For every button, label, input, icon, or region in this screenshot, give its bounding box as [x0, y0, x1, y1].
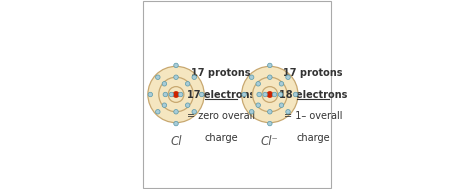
Circle shape — [192, 109, 197, 114]
Circle shape — [163, 92, 168, 97]
Text: charge: charge — [296, 133, 330, 143]
Circle shape — [200, 92, 204, 97]
Circle shape — [253, 77, 287, 112]
Circle shape — [279, 103, 284, 107]
Text: 18 electrons: 18 electrons — [279, 90, 347, 100]
Circle shape — [267, 91, 273, 98]
Circle shape — [162, 82, 167, 86]
Text: = 1– overall: = 1– overall — [284, 111, 342, 121]
Circle shape — [159, 77, 193, 112]
Circle shape — [272, 92, 277, 97]
Circle shape — [257, 92, 261, 97]
Text: Cl: Cl — [170, 135, 182, 148]
Circle shape — [155, 75, 160, 80]
Text: Cl⁻: Cl⁻ — [261, 135, 279, 148]
Circle shape — [148, 66, 204, 123]
Circle shape — [185, 103, 190, 107]
Circle shape — [268, 63, 272, 68]
Circle shape — [148, 92, 153, 97]
Text: = zero overall: = zero overall — [187, 111, 255, 121]
Circle shape — [279, 82, 284, 86]
Circle shape — [174, 109, 178, 114]
Circle shape — [256, 103, 260, 107]
Text: 17 protons: 17 protons — [283, 68, 343, 78]
Text: 17 electrons: 17 electrons — [187, 90, 255, 100]
Circle shape — [174, 75, 178, 80]
Circle shape — [262, 87, 278, 102]
Circle shape — [179, 92, 183, 97]
Circle shape — [242, 66, 298, 123]
Circle shape — [293, 92, 298, 97]
Circle shape — [268, 75, 272, 80]
Circle shape — [185, 82, 190, 86]
Circle shape — [278, 92, 283, 97]
Circle shape — [242, 92, 246, 97]
Circle shape — [174, 63, 178, 68]
Circle shape — [286, 109, 290, 114]
Circle shape — [249, 75, 254, 80]
Text: charge: charge — [204, 133, 238, 143]
Circle shape — [155, 109, 160, 114]
Circle shape — [173, 91, 179, 98]
Circle shape — [263, 92, 267, 97]
Circle shape — [286, 75, 290, 80]
Circle shape — [249, 109, 254, 114]
Circle shape — [192, 75, 197, 80]
Circle shape — [174, 121, 178, 126]
Circle shape — [268, 109, 272, 114]
Circle shape — [162, 103, 167, 107]
Circle shape — [169, 92, 173, 97]
Circle shape — [256, 82, 260, 86]
Circle shape — [168, 87, 184, 102]
Text: 17 protons: 17 protons — [191, 68, 251, 78]
Circle shape — [268, 121, 272, 126]
